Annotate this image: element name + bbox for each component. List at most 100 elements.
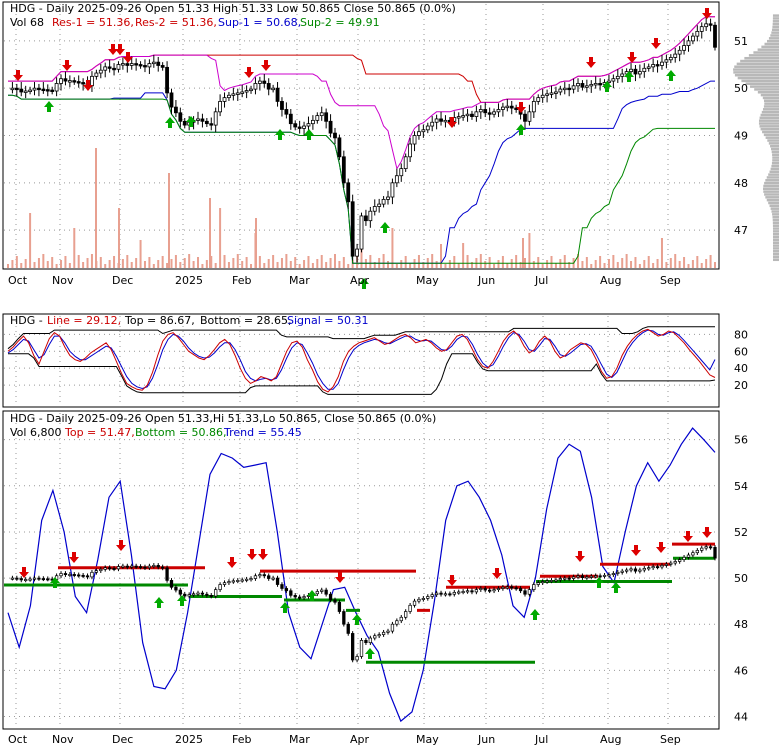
month-label: Apr <box>350 274 370 287</box>
month-label: Jul <box>534 733 548 745</box>
candle-body <box>289 590 293 596</box>
volume-bar <box>255 218 257 268</box>
sell-arrow <box>227 557 237 568</box>
candle-body <box>85 575 90 578</box>
volume-bar <box>400 260 403 268</box>
volume-profile-bar <box>733 68 779 71</box>
candle-body <box>531 101 536 113</box>
volume-bar <box>311 263 314 268</box>
candle-body <box>59 78 63 84</box>
volume-bar <box>665 262 668 268</box>
candle-body <box>549 580 554 582</box>
candle-body <box>355 656 359 661</box>
candle-body <box>589 83 594 87</box>
candle-body <box>408 604 412 612</box>
candle-body <box>231 580 236 583</box>
candle-body <box>32 577 37 580</box>
candle-body <box>377 203 382 207</box>
volume-profile-bar <box>764 42 779 46</box>
volume-profile-bar <box>760 93 779 97</box>
volume-profile-bar <box>754 88 779 91</box>
volume-bar <box>143 261 146 268</box>
buy-arrow <box>624 71 634 82</box>
volume-bar <box>55 264 58 268</box>
candle-body <box>112 568 116 570</box>
candle-body <box>704 23 709 28</box>
candle-body <box>695 550 699 554</box>
candle-body <box>178 112 183 122</box>
candle-body <box>425 125 430 131</box>
volume-profile-bar <box>772 14 779 17</box>
stoch-bottom-line <box>8 353 716 395</box>
volume-bar <box>466 255 469 268</box>
candle-body <box>182 120 187 126</box>
candle-body <box>125 63 130 66</box>
sell-arrow <box>247 549 257 560</box>
candle-body <box>461 591 465 594</box>
volume-bar <box>64 256 67 268</box>
candle-body <box>222 97 227 102</box>
volume-bar <box>674 254 677 268</box>
candle-body <box>72 80 77 83</box>
candle-body <box>213 111 218 126</box>
buy-arrow <box>280 602 290 613</box>
candle-body <box>584 85 589 88</box>
candle-body <box>691 35 695 42</box>
candle-body <box>386 630 390 633</box>
candle-body <box>275 87 280 102</box>
candle-body <box>302 125 306 129</box>
volume-bar <box>382 254 385 268</box>
volume-bar <box>342 257 345 268</box>
volume-bar <box>643 260 646 268</box>
candle-body <box>580 83 585 88</box>
trend-y-tick: 52 <box>734 526 748 539</box>
candle-body <box>594 575 598 578</box>
stoch-signal-line <box>7 329 716 390</box>
price-legend-res1: Res-1 = 51.36, <box>52 16 134 29</box>
sell-arrow <box>69 552 79 563</box>
volume-bar <box>391 228 394 268</box>
volume-profile-bar <box>762 130 779 134</box>
candle-body <box>417 598 421 602</box>
volume-bar <box>139 240 142 268</box>
candle-body <box>107 66 112 69</box>
candle-body <box>297 126 302 129</box>
volume-bar <box>453 256 456 268</box>
buy-arrow <box>154 597 164 608</box>
candle-body <box>319 112 324 117</box>
candle-body <box>90 75 94 87</box>
volume-bar <box>696 256 699 268</box>
volume-bar <box>130 262 133 268</box>
candle-body <box>669 562 673 565</box>
candle-body <box>68 574 72 576</box>
volume-profile-bar <box>770 207 779 210</box>
candle-body <box>244 90 249 93</box>
volume-bar <box>174 255 177 268</box>
candle-body <box>129 63 134 66</box>
volume-bar <box>7 264 9 268</box>
volume-bar <box>369 255 372 268</box>
sell-arrow <box>631 545 641 556</box>
trend-y-tick: 46 <box>734 664 748 677</box>
volume-bar <box>546 260 549 268</box>
volume-profile-bar <box>757 91 779 94</box>
candle-body <box>310 119 315 125</box>
candle-body <box>708 23 713 26</box>
candle-body <box>54 83 59 92</box>
candle-body <box>178 589 182 595</box>
candle-body <box>682 45 686 51</box>
candle-body <box>147 63 152 68</box>
volume-profile-bar <box>772 218 779 222</box>
candle-body <box>196 592 200 595</box>
volume-profile-bar <box>764 102 779 105</box>
candle-body <box>293 595 297 598</box>
trend-legend-trend: Trend = 55.45 <box>223 426 302 439</box>
sell-arrow <box>83 80 93 91</box>
candle-body <box>67 80 72 83</box>
candle-body <box>14 87 19 91</box>
candle-body <box>236 580 240 582</box>
candle-body <box>253 83 258 90</box>
candle-body <box>598 83 603 86</box>
candle-body <box>183 593 187 597</box>
candle-body <box>408 143 413 158</box>
